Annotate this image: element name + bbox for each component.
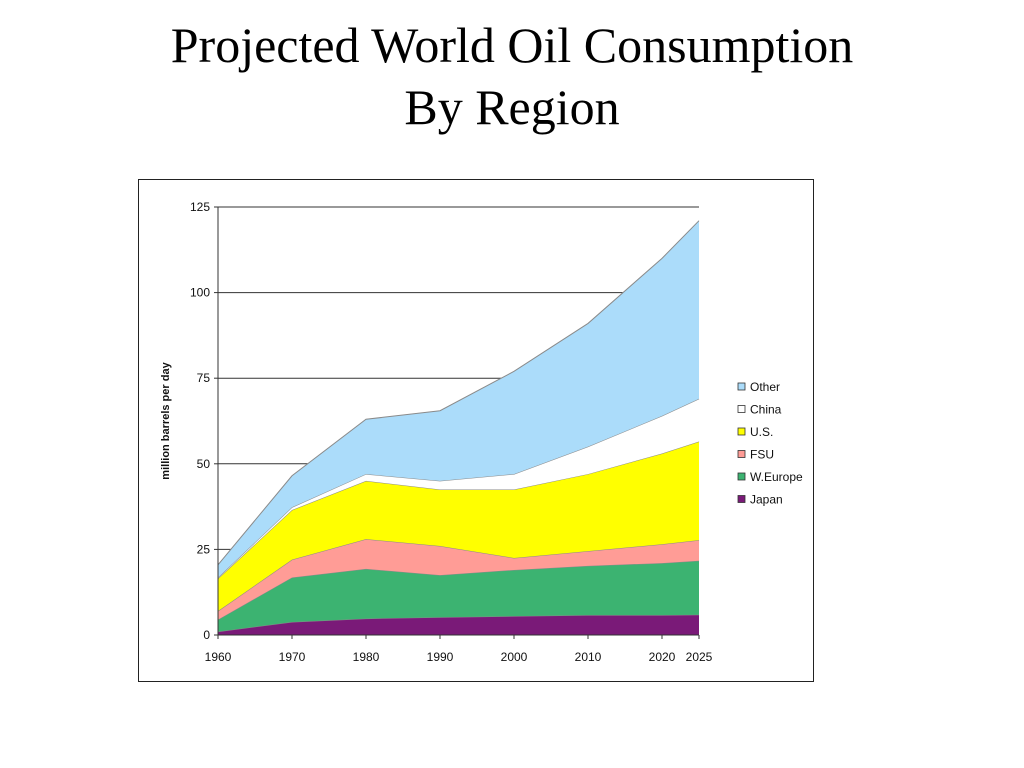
area-fsu	[218, 539, 699, 620]
legend-label-u-s-: U.S.	[750, 425, 773, 439]
legend-label-fsu: FSU	[750, 448, 774, 462]
x-tick-label: 1980	[353, 650, 380, 664]
x-tick-label: 2010	[575, 650, 602, 664]
x-tick-label: 2000	[501, 650, 528, 664]
legend-label-japan: Japan	[750, 493, 783, 507]
legend-label-other: Other	[750, 380, 780, 394]
stacked-area-chart: 0 25 50 75 100 125 1960 1970 1980 1990 2000 2010 202…	[160, 200, 803, 664]
title-line-2: By Region	[404, 79, 620, 135]
area-u-s-	[218, 441, 699, 612]
slide-title: Projected World Oil Consumption By Regio…	[0, 14, 1024, 138]
y-tick-label: 125	[190, 200, 210, 214]
legend-label-china: China	[750, 403, 782, 417]
legend-swatch-china	[737, 405, 746, 413]
x-tick-label: 2025	[686, 650, 713, 664]
legend: Other China U.S. FSU W.Europe Japan	[737, 380, 803, 507]
area-w-europe	[218, 560, 699, 632]
x-tick-label: 1960	[205, 650, 232, 664]
legend-swatch-w-europe	[737, 472, 746, 481]
legend-swatch-japan	[737, 495, 746, 503]
y-tick-label: 100	[190, 286, 210, 300]
legend-swatch-u-s-	[737, 427, 746, 436]
x-tick-label: 1970	[279, 650, 306, 664]
y-tick-label: 0	[203, 628, 210, 642]
legend-swatch-other	[737, 382, 746, 391]
area-china	[218, 398, 699, 579]
y-tick-label: 75	[197, 371, 211, 385]
y-axis-title: million barrels per day	[160, 361, 172, 479]
y-tick-label: 50	[197, 457, 211, 471]
area-edge-other	[217, 220, 700, 566]
axes: 0 25 50 75 100 125 1960 1970 1980 1990 2000 2010 202…	[190, 200, 713, 664]
legend-swatch-fsu	[737, 450, 746, 458]
y-tick-label: 25	[197, 542, 211, 556]
title-line-1: Projected World Oil Consumption	[170, 17, 854, 73]
x-tick-label: 1990	[427, 650, 454, 664]
area-other	[218, 220, 699, 578]
x-tick-label: 2020	[649, 650, 676, 664]
area-series	[217, 220, 700, 635]
legend-label-w-europe: W.Europe	[750, 470, 803, 484]
